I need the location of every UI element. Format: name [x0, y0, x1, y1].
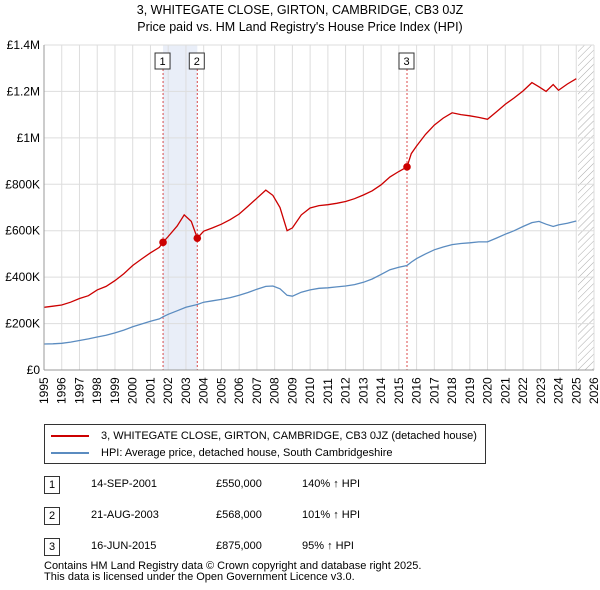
x-tick-label: 2019: [463, 377, 477, 404]
x-tick-label: 2010: [303, 377, 317, 404]
transaction-row: 2 21-AUG-2003 £568,000 101% ↑ HPI: [44, 507, 444, 525]
y-tick-label: £0: [27, 363, 41, 377]
hpi-line: [43, 220, 577, 345]
sale-point: [193, 234, 202, 242]
footer-copyright: Contains HM Land Registry data © Crown c…: [44, 560, 422, 572]
plot-area: [44, 45, 594, 370]
transaction-number: 3: [44, 538, 60, 556]
transaction-price: £875,000: [216, 540, 262, 552]
x-tick-label: 2018: [445, 377, 459, 404]
x-tick-label: 2020: [481, 377, 495, 404]
property-price-line: [43, 78, 577, 308]
x-tick-label: 2005: [214, 377, 228, 404]
x-tick-label: 2002: [161, 377, 175, 404]
y-tick-label: £800K: [5, 177, 40, 191]
legend-label-hpi: HPI: Average price, detached house, Sout…: [101, 447, 393, 459]
shaded-band: [163, 45, 198, 370]
chart-title-line1: 3, WHITEGATE CLOSE, GIRTON, CAMBRIDGE, C…: [137, 3, 464, 17]
transaction-number: 1: [44, 476, 60, 494]
transaction-date: 14-SEP-2001: [91, 478, 158, 490]
x-tick-label: 1995: [37, 377, 51, 404]
transaction-hpi-change: 140% ↑ HPI: [302, 478, 361, 490]
forecast-hatch: [578, 45, 594, 370]
transaction-row: 3 16-JUN-2015 £875,000 95% ↑ HPI: [44, 538, 444, 556]
x-tick-label: 2014: [374, 377, 388, 404]
y-tick-label: £1.4M: [7, 38, 40, 52]
sale-point: [403, 163, 411, 171]
x-tick-label: 1996: [55, 377, 69, 404]
y-tick-label: £200K: [5, 317, 40, 331]
x-tick-label: 2023: [534, 377, 548, 404]
x-tick-label: 2007: [250, 377, 264, 404]
transaction-date: 21-AUG-2003: [91, 509, 159, 521]
legend: 3, WHITEGATE CLOSE, GIRTON, CAMBRIDGE, C…: [44, 424, 486, 464]
x-tick-label: 2017: [427, 377, 441, 404]
y-tick-label: £400K: [5, 270, 40, 284]
transaction-date: 16-JUN-2015: [91, 540, 157, 552]
transaction-price: £550,000: [216, 478, 262, 490]
x-tick-label: 1998: [90, 377, 104, 404]
transaction-row: 1 14-SEP-2001 £550,000 140% ↑ HPI: [44, 476, 444, 494]
x-tick-label: 2013: [356, 377, 370, 404]
x-tick-label: 2016: [410, 377, 424, 404]
x-tick-label: 2001: [143, 377, 157, 404]
x-tick-label: 2026: [587, 377, 600, 404]
sale-point: [159, 238, 167, 247]
x-tick-label: 1997: [72, 377, 86, 404]
transaction-hpi-change: 101% ↑ HPI: [302, 509, 361, 521]
legend-item-property: 3, WHITEGATE CLOSE, GIRTON, CAMBRIDGE, C…: [51, 428, 477, 444]
footer: Contains HM Land Registry data © Crown c…: [44, 561, 421, 583]
y-tick-label: £1M: [17, 131, 40, 145]
x-tick-label: 2015: [392, 377, 406, 404]
x-tick-label: 2024: [552, 377, 566, 404]
legend-item-hpi: HPI: Average price, detached house, Sout…: [51, 445, 392, 461]
legend-swatch-hpi: [51, 452, 89, 454]
x-tick-label: 2000: [126, 377, 140, 404]
transaction-number: 2: [44, 507, 60, 525]
chart-title-line2: Price paid vs. HM Land Registry's House …: [137, 20, 462, 34]
x-tick-label: 2009: [285, 377, 299, 404]
x-tick-label: 2008: [268, 377, 282, 404]
transaction-price: £568,000: [216, 509, 262, 521]
marker-label-box: [154, 52, 171, 70]
x-tick-label: 2025: [569, 377, 583, 404]
marker-label-box: [188, 52, 205, 70]
marker-label: 2: [194, 56, 200, 68]
legend-label-property: 3, WHITEGATE CLOSE, GIRTON, CAMBRIDGE, C…: [101, 430, 477, 442]
x-tick-label: 2006: [232, 377, 246, 404]
marker-label: 1: [159, 56, 165, 68]
x-tick-label: 2011: [321, 378, 335, 404]
x-tick-label: 2012: [339, 377, 353, 404]
x-tick-label: 2004: [197, 377, 211, 404]
y-tick-label: £600K: [5, 224, 40, 238]
x-tick-label: 2021: [498, 377, 512, 404]
price-chart: 3, WHITEGATE CLOSE, GIRTON, CAMBRIDGE, C…: [5, 3, 600, 404]
legend-swatch-property: [51, 435, 89, 437]
x-tick-label: 2022: [516, 377, 530, 404]
x-tick-label: 2003: [179, 377, 193, 404]
marker-label: 3: [403, 56, 409, 68]
footer-licence: This data is licensed under the Open Gov…: [44, 571, 355, 583]
transaction-hpi-change: 95% ↑ HPI: [302, 540, 354, 552]
y-tick-label: £1.2M: [7, 84, 40, 98]
marker-label-box: [398, 52, 415, 70]
x-tick-label: 1999: [108, 377, 122, 404]
